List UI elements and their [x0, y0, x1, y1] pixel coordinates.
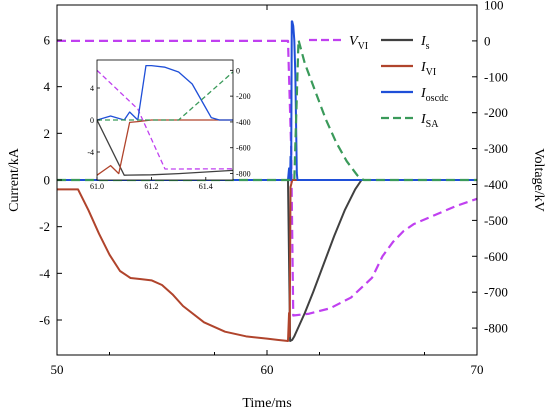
x-tick-label: 60: [261, 362, 274, 377]
legend-entry-i-oscdc: Ioscdc: [381, 86, 449, 104]
right-tick-label: -300: [484, 141, 508, 156]
right-tick-label: -800: [484, 321, 508, 336]
inset-series-line-v-vi: [97, 69, 233, 170]
legend-entry-i-vi: IVI: [381, 60, 436, 78]
series-line-i-s: [57, 179, 477, 342]
left-tick-label: 0: [44, 173, 51, 188]
inset-left-tick-label: 0: [90, 116, 94, 125]
inset-plot: [97, 64, 233, 176]
inset-series-group: [97, 64, 233, 176]
left-tick-label: -2: [39, 219, 50, 234]
legend-entry-i-sa: ISA: [381, 112, 439, 130]
legend-label: VVI: [349, 34, 368, 52]
inset-right-tick-label: -800: [236, 170, 251, 179]
legend-entry-v-vi: VVI: [309, 34, 368, 52]
inset-series-line-i-s: [97, 119, 233, 176]
series-line-i-sa: [57, 38, 477, 182]
legend-label-subscript: VI: [358, 41, 369, 52]
legend-label: Ioscdc: [420, 86, 449, 104]
right-tick-label: -500: [484, 213, 508, 228]
inset-right-tick-label: -400: [236, 118, 251, 127]
right-tick-label: -100: [484, 69, 508, 84]
right-tick-label: 0: [484, 33, 491, 48]
inset-x-tick-label: 61.0: [90, 182, 104, 191]
inset-chart: 61.0 61.2 61.4 4 0 -4 0 -200 -400 -600 -800: [87, 59, 251, 191]
x-tick-label: 50: [51, 362, 64, 377]
inset-x-tick-label: 61.4: [199, 182, 213, 191]
inset-right-tick-label: 0: [236, 66, 240, 75]
right-tick-label: 100: [484, 0, 504, 13]
legend-label: IVI: [420, 60, 436, 78]
x-axis-title: Time/ms: [242, 396, 291, 411]
right-tick-label: -600: [484, 249, 508, 264]
x-tick-label: 70: [471, 362, 484, 377]
inset-series-line-i-vi: [97, 119, 233, 176]
inset-axes: 61.0 61.2 61.4 4 0 -4 0 -200 -400 -600 -800: [87, 59, 251, 191]
right-tick-label: -200: [484, 105, 508, 120]
legend: VVI Is IVI Ioscdc ISA: [309, 34, 449, 130]
left-tick-label: -6: [39, 313, 50, 328]
inset-series-line-i-sa: [97, 71, 233, 121]
main-plot: [57, 20, 477, 342]
left-tick-label: 4: [44, 79, 51, 94]
legend-label: ISA: [420, 112, 439, 130]
legend-label-subscript: SA: [426, 119, 440, 130]
legend-label: Is: [420, 34, 430, 52]
inset-left-tick-label: 4: [90, 84, 94, 93]
legend-label-subscript: oscdc: [426, 93, 449, 104]
inset-right-tick-label: -600: [236, 144, 251, 153]
right-axis-title: Voltage/kV: [531, 148, 546, 212]
right-tick-label: -400: [484, 177, 508, 192]
legend-entry-i-s: Is: [381, 34, 430, 52]
inset-series-line-i-oscdc: [97, 64, 233, 121]
left-tick-label: -4: [39, 266, 50, 281]
inset-left-tick-label: -4: [87, 148, 94, 157]
legend-label-subscript: s: [426, 41, 430, 52]
left-tick-label: 6: [44, 33, 51, 48]
main-series-group: [57, 20, 477, 342]
left-tick-label: 2: [44, 126, 51, 141]
series-line-i-oscdc: [57, 20, 477, 181]
left-axis-title: Current/kA: [7, 147, 22, 212]
main-axes: 50 60 70-6-4-202461000-100-200-300-400-500…: [39, 0, 508, 377]
inset-x-tick-label: 61.2: [144, 182, 158, 191]
legend-label-subscript: VI: [426, 67, 437, 78]
right-tick-label: -700: [484, 285, 508, 300]
inset-right-tick-label: -200: [236, 92, 251, 101]
series-line-v-vi: [57, 39, 477, 317]
series-line-i-vi: [57, 179, 477, 342]
